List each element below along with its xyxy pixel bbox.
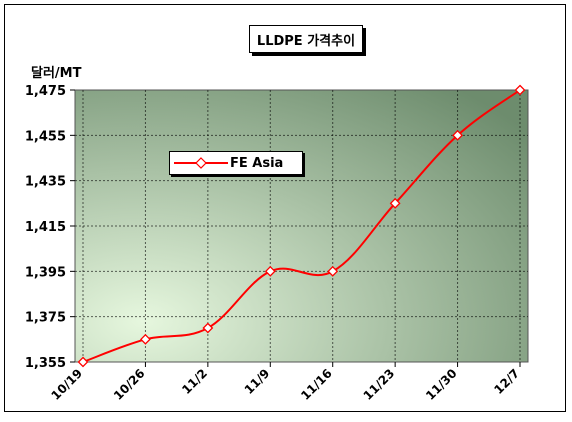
y-axis-unit-label: 달러/MT — [31, 66, 82, 81]
y-tick-label: 1,395 — [25, 265, 66, 280]
data-point-marker — [202, 322, 214, 334]
y-tick-label: 1,415 — [25, 220, 66, 235]
series-line-fe-asia — [82, 89, 521, 363]
data-point-marker — [327, 265, 339, 277]
data-point-marker — [452, 129, 463, 141]
data-point-marker — [389, 197, 401, 209]
chart-title-text: LLDPE 가격추이 — [256, 33, 356, 49]
x-tick-label: 11/2 — [179, 366, 210, 397]
y-tick-label: 1,355 — [25, 356, 66, 371]
x-tick-label: 11/23 — [361, 366, 398, 403]
x-tick-label: 10/19 — [49, 366, 86, 403]
y-tick-label: 1,455 — [25, 129, 66, 144]
x-tick-label: 11/30 — [423, 366, 460, 403]
legend-series-label: FE Asia — [230, 155, 284, 171]
x-tick-label: 11/9 — [242, 366, 273, 397]
y-tick-label: 1,435 — [25, 175, 66, 190]
data-point-marker — [77, 356, 89, 368]
data-point-marker — [140, 333, 151, 345]
x-tick-label: 11/16 — [298, 366, 335, 403]
y-tick-label: 1,475 — [25, 84, 66, 99]
x-tick-label: 10/26 — [111, 366, 148, 403]
data-point-marker — [264, 265, 276, 277]
x-tick-label: 12/7 — [491, 366, 522, 397]
data-point-marker — [514, 84, 526, 96]
chart-frame: 1,355 1,375 1,395 1,415 1,435 1,455 1,475 10/19… — [4, 4, 566, 412]
legend-line-marker-icon — [174, 157, 228, 169]
chart-title: LLDPE 가격추이 — [249, 25, 363, 53]
chart-legend: FE Asia — [169, 151, 303, 175]
line-chart: 1,355 1,375 1,395 1,415 1,435 1,455 1,475 10/19… — [25, 84, 529, 403]
y-tick-label: 1,375 — [25, 311, 66, 326]
